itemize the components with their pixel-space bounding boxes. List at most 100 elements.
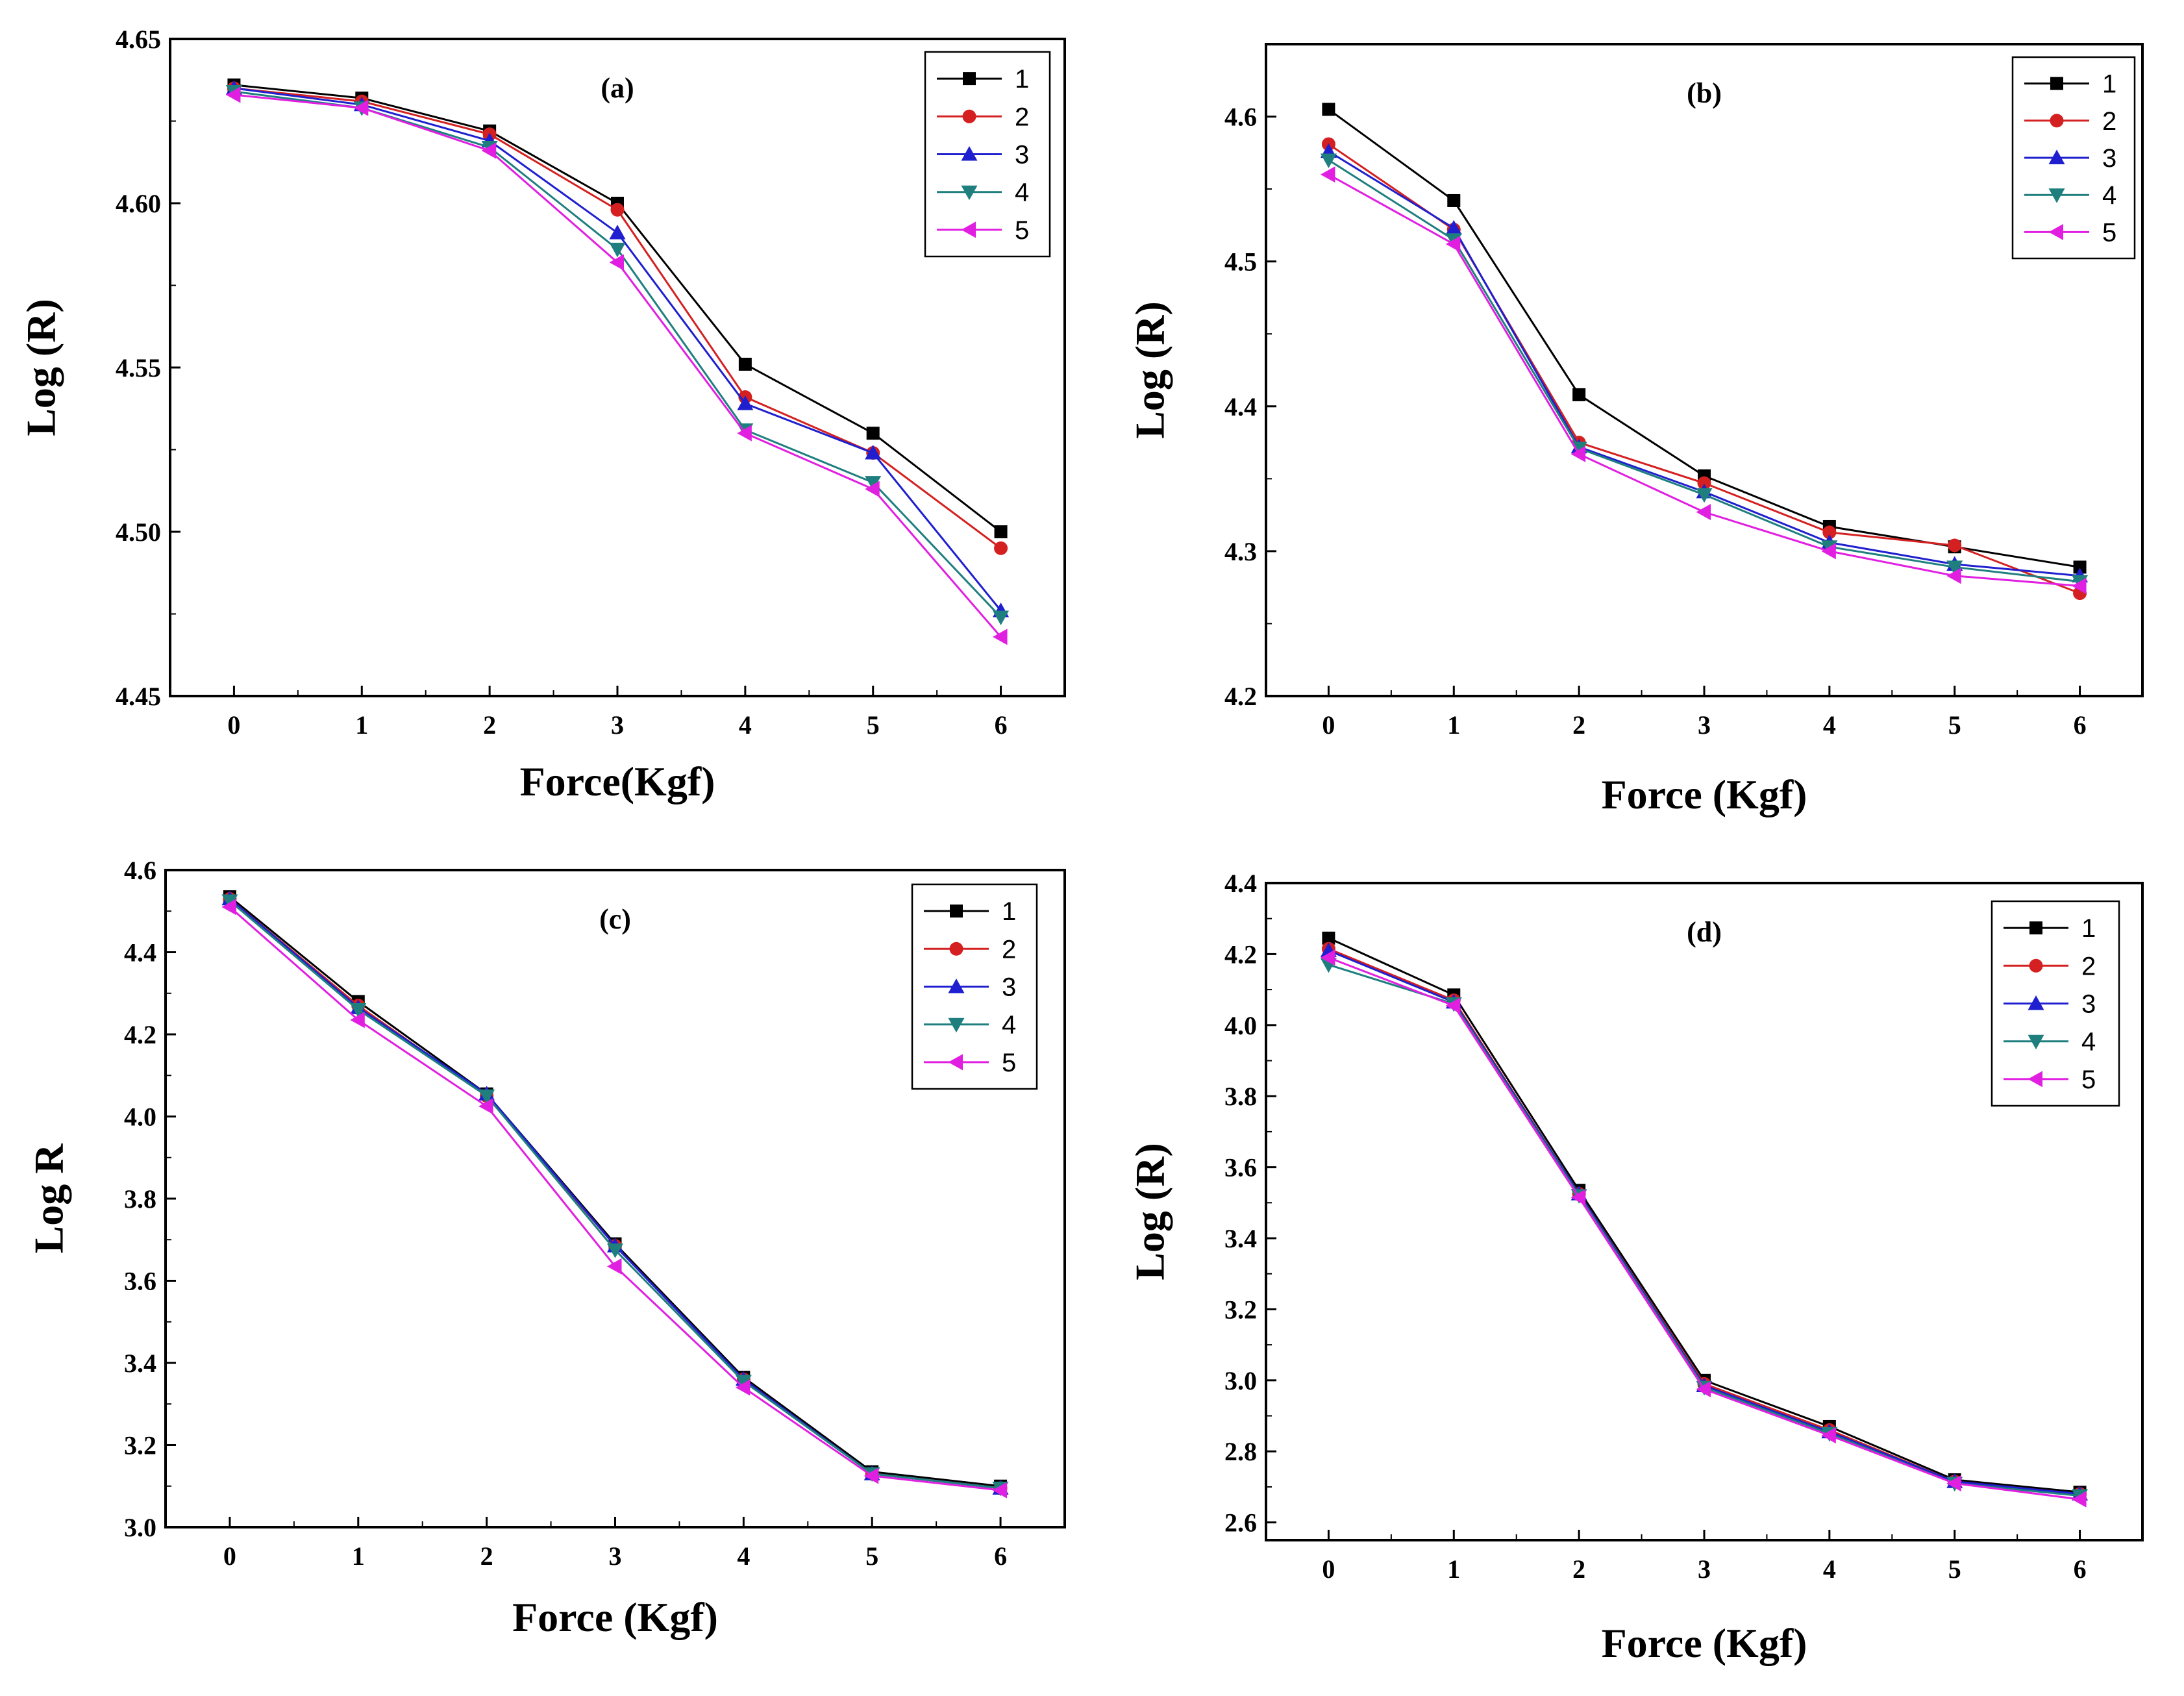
legend-swatch-marker [2028,995,2044,1010]
data-point [1946,1475,1961,1491]
plot-frame [1265,43,2144,697]
x-tick-label: 4 [739,710,752,740]
legend-label: 1 [2102,70,2116,99]
data-point [1322,931,1335,945]
data-point [221,899,236,916]
y-tick-label: 4.4 [124,938,156,967]
y-tick-label: 4.50 [116,518,161,547]
data-point [221,894,238,909]
panel-label: (b) [1687,77,1722,109]
x-tick-label: 3 [611,710,624,740]
data-point [225,86,241,103]
y-tick-label: 3.4 [124,1349,156,1378]
data-point [993,610,1010,626]
data-point [478,1089,495,1104]
panel-label: (a) [601,72,634,104]
data-point [866,427,880,440]
legend-swatch-marker [2048,149,2065,164]
data-point [1697,476,1711,490]
data-point [735,1379,751,1396]
legend-label: 2 [1015,103,1029,131]
data-point [350,1003,367,1018]
y-tick-label: 4.5 [1224,247,1257,277]
legend-label: 1 [1002,897,1016,926]
data-point [865,476,882,491]
x-tick-label: 5 [1948,1554,1961,1584]
y-tick-label: 4.0 [1224,1011,1257,1040]
legend-label: 3 [2081,990,2096,1019]
x-tick-label: 4 [1823,1554,1836,1584]
data-point [865,480,880,497]
data-point [2073,560,2087,574]
data-point [1320,153,1337,168]
y-axis-title: Log (R) [1127,301,1173,439]
series-line [229,900,1001,1490]
data-point [478,1098,493,1115]
legend-swatch-marker [2050,77,2063,90]
y-axis-title: Log (R) [18,299,64,436]
data-point [737,395,754,410]
series-4 [1320,153,2089,590]
y-axis-title: Log (R) [1127,1143,1173,1280]
series-5 [221,899,1008,1499]
legend: 1 2 3 4 5 [924,51,1051,258]
series-3 [1320,942,2089,1501]
y-tick-label: 4.6 [1224,103,1257,132]
y-tick-label: 3.4 [1224,1224,1257,1253]
data-point [1821,1427,1836,1444]
x-tick-label: 0 [1322,1554,1335,1584]
panel-label: (c) [599,903,631,935]
data-point [609,225,626,240]
x-axis-title: Force (Kgf) [512,1594,718,1640]
series-line [1328,159,2080,583]
legend-swatch-marker [962,109,976,123]
data-point [1445,236,1461,253]
data-point [863,1467,879,1484]
x-tick-label: 5 [1948,710,1961,740]
x-tick-label: 2 [483,710,496,740]
series-5 [1320,949,2087,1508]
x-tick-label: 0 [223,1541,236,1571]
series-line [1328,173,2080,587]
series-1 [227,78,1008,538]
legend-label: 4 [1015,179,1029,207]
series-line [229,895,1001,1488]
data-point [1948,538,1962,553]
data-point [1447,193,1461,207]
x-tick-label: 2 [1572,710,1585,740]
data-point [350,1012,365,1029]
legend-swatch-marker [948,979,965,993]
legend-label: 4 [2081,1028,2096,1056]
data-point [2072,577,2087,594]
y-tick-label: 3.2 [124,1431,156,1460]
legend-swatch-marker [2048,223,2063,240]
data-point [1821,543,1836,560]
series-line [234,94,1002,638]
data-point [2072,1491,2087,1508]
x-tick-label: 0 [1322,710,1335,740]
x-axis-title: Force(Kgf) [520,758,715,804]
y-tick-label: 4.3 [1224,537,1257,566]
y-axis-title: Log R [26,1143,72,1254]
series-line [234,84,1002,533]
data-point [1696,488,1713,503]
series-line [234,90,1002,618]
y-tick-label: 4.4 [1224,392,1257,421]
legend-label: 5 [1015,216,1029,245]
x-tick-label: 6 [994,1541,1007,1571]
chart-panel-a: 4.45 4.50 4.55 4.60 4.65 0 1 2 3 4 5 6 Force(Kgf) Log… [18,25,1066,804]
legend-label: 5 [1002,1049,1016,1077]
chart-panel-c: 3.0 3.2 3.4 3.6 3.8 4.0 4.2 4.4 4.6 0 1 2 3 4 5 6 Force … [26,856,1066,1640]
legend: 1 2 3 4 5 [1991,900,2120,1107]
data-point [738,357,752,371]
data-point [994,541,1008,555]
y-tick-label: 4.65 [116,25,161,54]
x-axis-title: Force (Kgf) [1602,1620,1807,1666]
x-tick-label: 6 [995,710,1008,740]
x-tick-label: 2 [480,1541,493,1571]
legend: 1 2 3 4 5 [911,883,1038,1090]
legend-swatch-marker [949,942,963,956]
x-tick-label: 3 [1698,1554,1711,1584]
series-4 [1320,958,2089,1504]
